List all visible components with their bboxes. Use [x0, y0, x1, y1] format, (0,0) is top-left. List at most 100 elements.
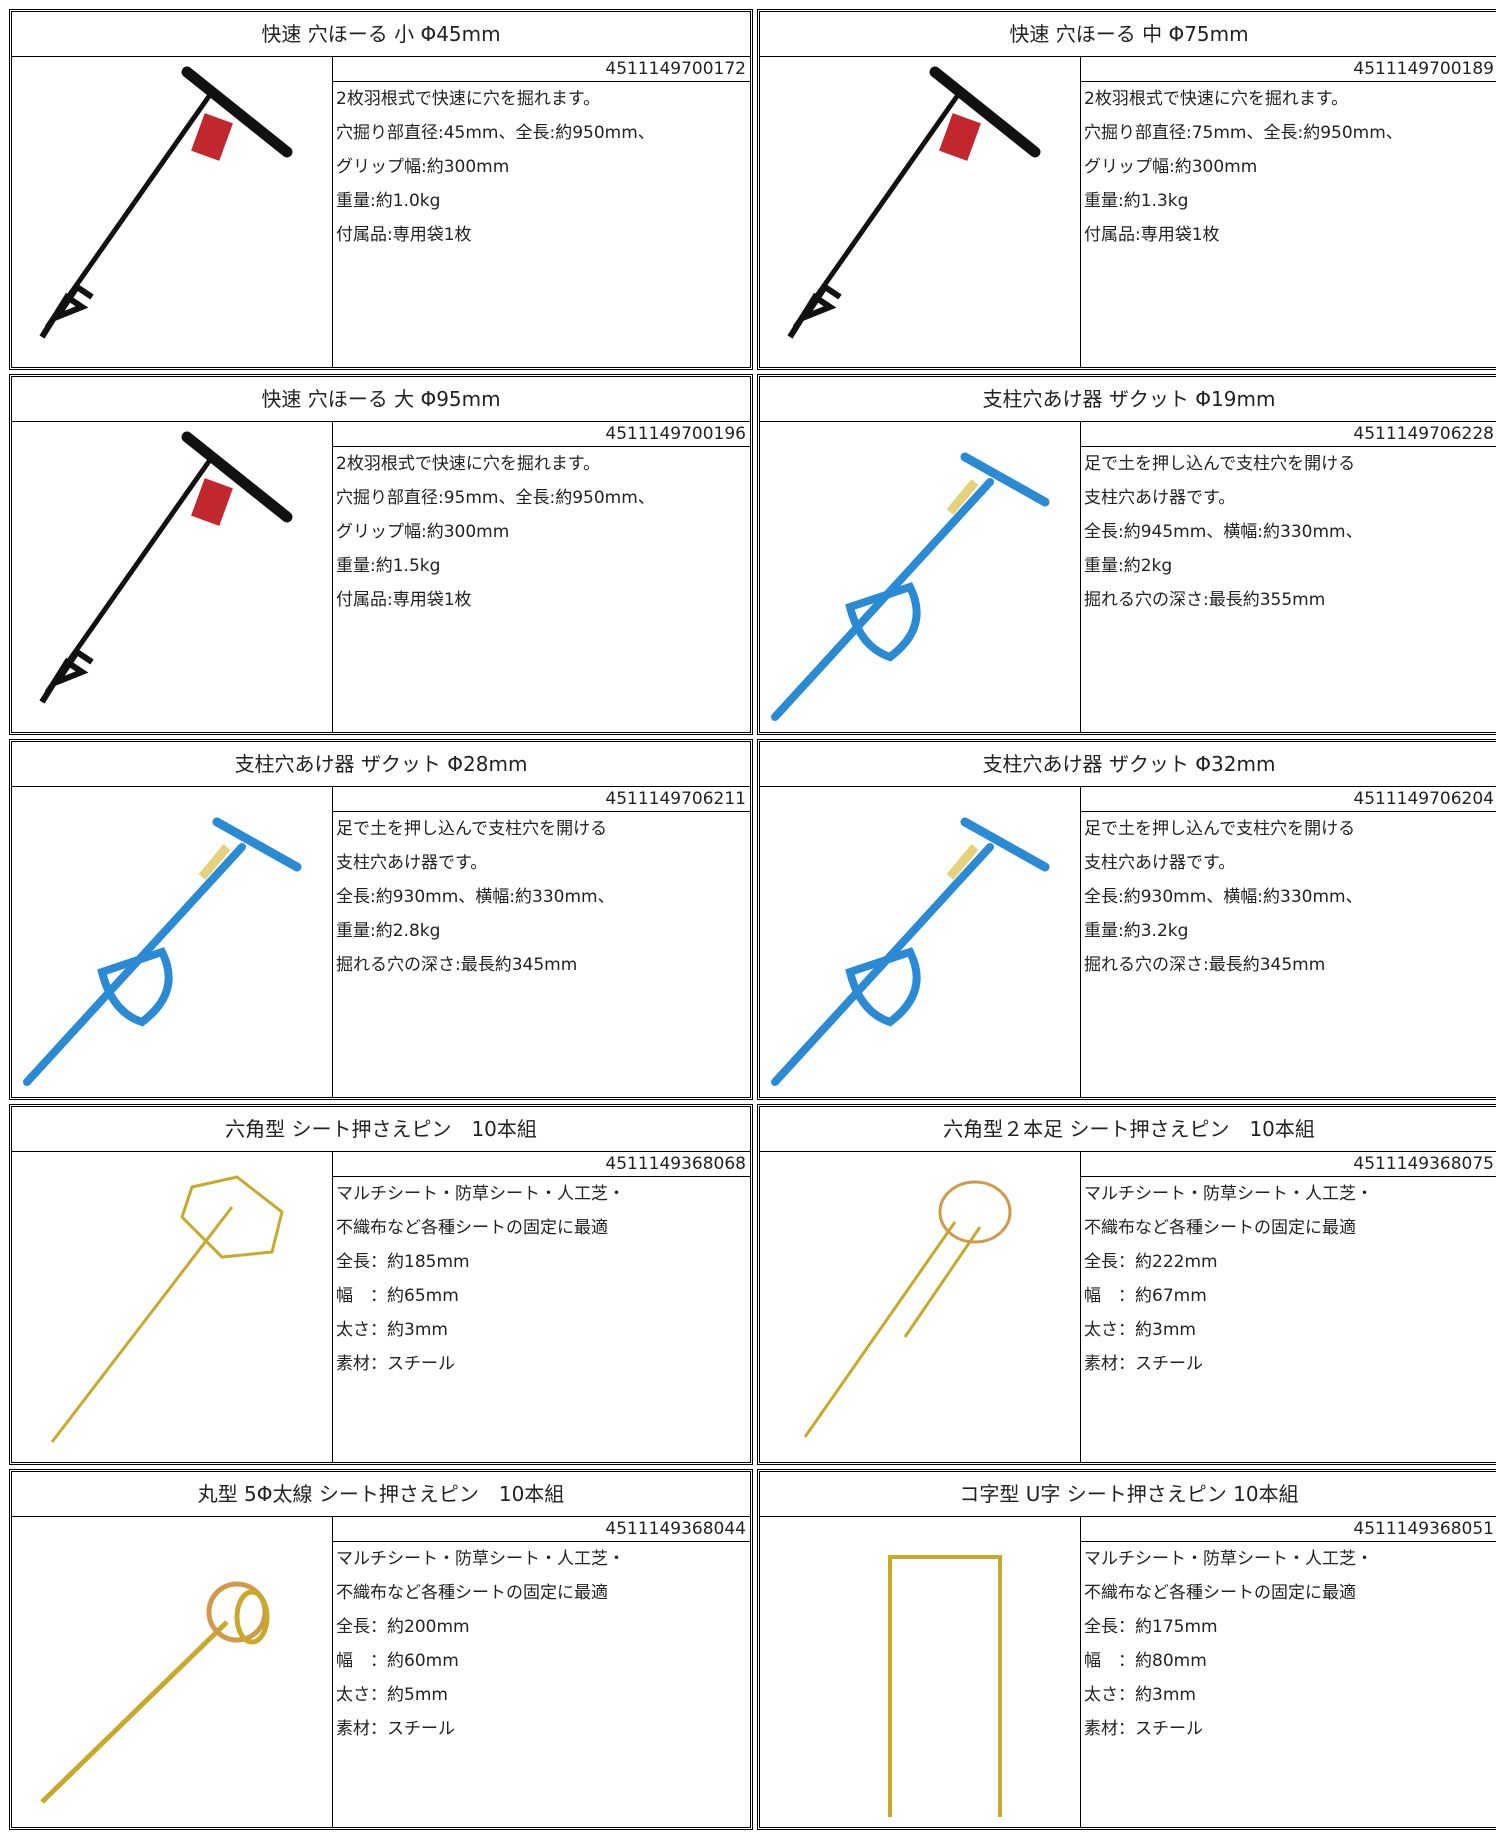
product-info: 4511149700172 2枚羽根式で快速に穴を掘れます。穴掘り部直径:45mm… [333, 57, 750, 367]
product-info: 4511149706204 足で土を押し込んで支柱穴を開ける 支柱穴あけ器です。全長… [1081, 787, 1496, 1097]
description-line: グリップ幅:約300mm [1084, 157, 1258, 177]
description-line: 2枚羽根式で快速に穴を掘れます。 [1084, 89, 1349, 109]
description-line: 幅 ：約65mm [336, 1286, 459, 1306]
product-cell: 支柱穴あけ器 ザクット Φ32mm 4511149706204 足で土を押し込んで支… [757, 739, 1496, 1100]
description-line: 全長:約930mm、横幅:約330mm、 [336, 887, 615, 907]
product-image [12, 57, 333, 367]
description-line: 足で土を押し込んで支柱穴を開ける [1084, 819, 1356, 839]
product-illustration [888, 1555, 1002, 1817]
description-line: 穴掘り部直径:75mm、全長:約950mm、 [1084, 123, 1403, 143]
description-line: 支柱穴あけ器です。 [1084, 488, 1236, 508]
product-cell: 六角型２本足 シート押さえピン 10本組 4511149368075 マルチシート・… [757, 1104, 1496, 1465]
product-cell: 快速 穴ほーる 大 Φ95mm 4511149700196 2枚羽根式で快速に穴を掘… [9, 374, 753, 735]
description-line: 重量:約2.8kg [336, 921, 441, 941]
product-image [760, 1517, 1081, 1827]
product-info: 4511149706211 足で土を押し込んで支柱穴を開ける 支柱穴あけ器です。 全長… [333, 787, 750, 1097]
product-title: コ字型 U字 シート押さえピン 10本組 [760, 1472, 1496, 1517]
description-line: 幅 ：約80mm [1084, 1651, 1207, 1671]
description-line: 幅 ：約60mm [336, 1651, 459, 1671]
jan-code: 4511149368051 [1081, 1517, 1496, 1542]
product-cell: 支柱穴あけ器 ザクット Φ19mm 4511149706228 足で土を押し込んで支… [757, 374, 1496, 735]
product-image [12, 787, 333, 1097]
description-line: 素材：スチール [1084, 1719, 1203, 1739]
jan-code: 4511149700196 [333, 422, 750, 447]
description-line: 素材：スチール [1084, 1354, 1203, 1374]
description-line: 素材：スチール [336, 1719, 455, 1739]
description-line: マルチシート・防草シート・人工芝・ [1084, 1184, 1373, 1204]
product-image [760, 57, 1081, 367]
description-line: 穴掘り部直径:45mm、全長:約950mm、 [336, 123, 655, 143]
product-cell: 丸型 5Φ太線 シート押さえピン 10本組 4511149368044 マルチシート… [9, 1469, 753, 1830]
product-illustration [787, 66, 1041, 339]
product-image [760, 422, 1081, 732]
description-line: 不織布など各種シートの固定に最適 [336, 1583, 608, 1603]
description-line: 掘れる穴の深さ:最長約355mm [1084, 590, 1326, 610]
description-line: マルチシート・防草シート・人工芝・ [1084, 1549, 1373, 1569]
description-line: 重量:約1.3kg [1084, 191, 1189, 211]
product-info: 4511149706228 足で土を押し込んで支柱穴を開ける 支柱穴あけ器です。全長… [1081, 422, 1496, 732]
description-line: 2枚羽根式で快速に穴を掘れます。 [336, 454, 601, 474]
description-line: マルチシート・防草シート・人工芝・ [336, 1549, 625, 1569]
product-title: 支柱穴あけ器 ザクット Φ28mm [12, 742, 750, 787]
jan-code: 4511149706204 [1081, 787, 1496, 812]
description-line: 掘れる穴の深さ:最長約345mm [336, 955, 578, 975]
description-line: 重量:約1.0kg [336, 191, 441, 211]
product-illustration [23, 817, 302, 1086]
product-title: 快速 穴ほーる 小 Φ45mm [12, 12, 750, 57]
product-info: 4511149368075 マルチシート・防草シート・人工芝・ 不織布など各種シート… [1081, 1152, 1496, 1462]
description-line: 全長:約930mm、横幅:約330mm、 [1084, 887, 1363, 907]
product-image [760, 1152, 1081, 1462]
description-line: 付属品:専用袋1枚 [336, 590, 472, 610]
product-title: 六角型２本足 シート押さえピン 10本組 [760, 1107, 1496, 1152]
product-illustration [39, 431, 293, 704]
jan-code: 4511149700172 [333, 57, 750, 82]
product-image [760, 787, 1081, 1097]
product-cell: 支柱穴あけ器 ザクット Φ28mm 4511149706211 足で土を押し込んで支… [9, 739, 753, 1100]
product-info: 4511149368068 マルチシート・防草シート・人工芝・ 不織布など各種シート… [333, 1152, 750, 1462]
description-line: 全長：約200mm [336, 1617, 470, 1637]
description-line: 穴掘り部直径:95mm、全長:約950mm、 [336, 488, 655, 508]
description-line: 素材：スチール [336, 1354, 455, 1374]
description-line: 太さ：約3mm [336, 1320, 448, 1340]
description-line: 付属品:専用袋1枚 [1084, 225, 1220, 245]
description-line: 全長：約175mm [1084, 1617, 1218, 1637]
description-line: グリップ幅:約300mm [336, 522, 510, 542]
product-illustration [50, 1175, 284, 1443]
description-line: 2枚羽根式で快速に穴を掘れます。 [336, 89, 601, 109]
product-cell: 快速 穴ほーる 中 Φ75mm 4511149700189 2枚羽根式で快速に穴を掘… [757, 9, 1496, 370]
product-info: 4511149700196 2枚羽根式で快速に穴を掘れます。穴掘り部直径:95mm… [333, 422, 750, 732]
description-line: 足で土を押し込んで支柱穴を開ける [1084, 454, 1356, 474]
jan-code: 4511149368075 [1081, 1152, 1496, 1177]
description-line: 幅 ：約67mm [1084, 1286, 1207, 1306]
jan-code: 4511149368068 [333, 1152, 750, 1177]
description-line: 重量:約2kg [1084, 556, 1173, 576]
product-title: 丸型 5Φ太線 シート押さえピン 10本組 [12, 1472, 750, 1517]
product-title: 支柱穴あけ器 ザクット Φ19mm [760, 377, 1496, 422]
product-title: 支柱穴あけ器 ザクット Φ32mm [760, 742, 1496, 787]
product-info: 4511149368044 マルチシート・防草シート・人工芝・ 不織布など各種シート… [333, 1517, 750, 1827]
product-illustration [771, 452, 1050, 721]
description-line: マルチシート・防草シート・人工芝・ [336, 1184, 625, 1204]
jan-code: 4511149706211 [333, 787, 750, 812]
product-cell: コ字型 U字 シート押さえピン 10本組 4511149368051 マルチシート・… [757, 1469, 1496, 1830]
description-line: 太さ：約3mm [1084, 1685, 1196, 1705]
product-illustration [39, 66, 293, 339]
description-line: 太さ：約3mm [1084, 1320, 1196, 1340]
jan-code: 4511149368044 [333, 1517, 750, 1542]
jan-code: 4511149706228 [1081, 422, 1496, 447]
description-line: グリップ幅:約300mm [336, 157, 510, 177]
description-line: 不織布など各種シートの固定に最適 [1084, 1583, 1356, 1603]
description-line: 全長:約945mm、横幅:約330mm、 [1084, 522, 1363, 542]
product-illustration [803, 1180, 1012, 1438]
description-line: 不織布など各種シートの固定に最適 [336, 1218, 608, 1238]
product-title: 快速 穴ほーる 大 Φ95mm [12, 377, 750, 422]
description-line: 支柱穴あけ器です。 [336, 853, 488, 873]
product-title: 六角型 シート押さえピン 10本組 [12, 1107, 750, 1152]
product-image [12, 422, 333, 732]
product-image [12, 1517, 333, 1827]
description-line: 付属品:専用袋1枚 [336, 225, 472, 245]
description-line: 不織布など各種シートの固定に最適 [1084, 1218, 1356, 1238]
description-line: 全長：約185mm [336, 1252, 470, 1272]
description-line: 支柱穴あけ器です。 [1084, 853, 1236, 873]
